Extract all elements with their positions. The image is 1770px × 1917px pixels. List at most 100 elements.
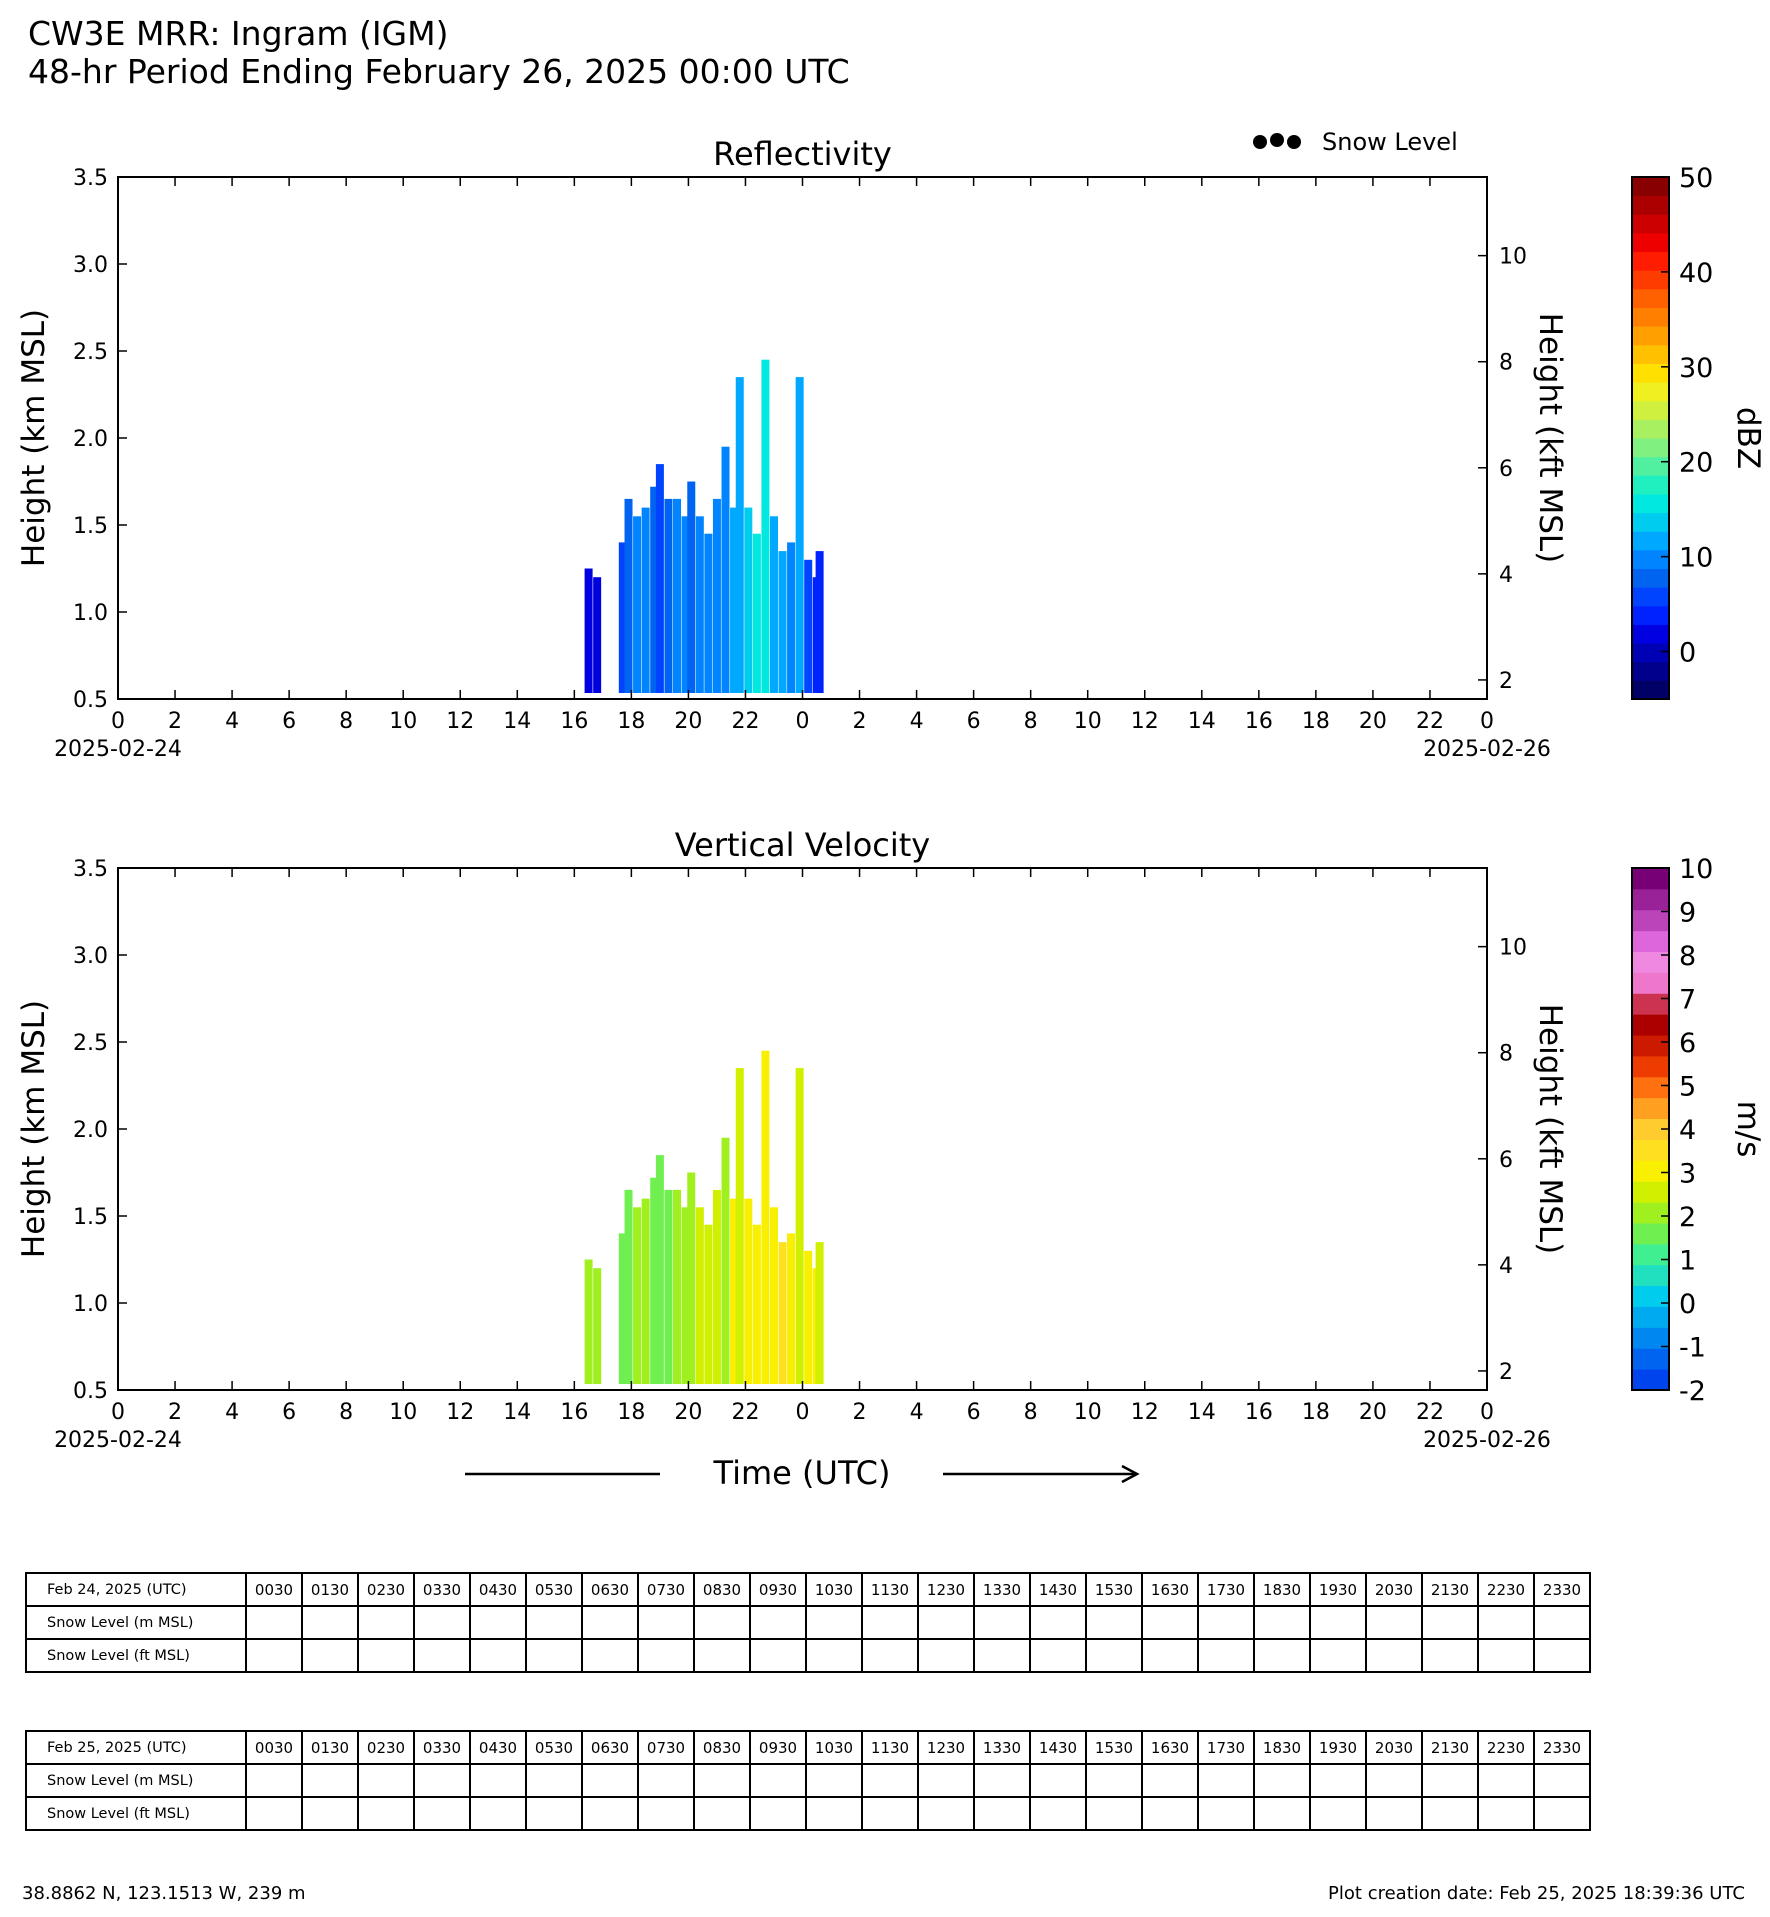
table-value-cell [581, 1638, 639, 1673]
echo-column [730, 1198, 739, 1384]
table-value-cell [917, 1796, 975, 1831]
table-time-cell: 2230 [1477, 1730, 1535, 1765]
table-value-cell [693, 1605, 751, 1640]
echo-column [704, 533, 713, 693]
table-time-cell: 1830 [1253, 1572, 1311, 1607]
table-value-cell [637, 1763, 695, 1798]
colorbar-segment [1632, 930, 1669, 953]
table-time-cell: 2130 [1421, 1730, 1479, 1765]
table-time-cell: 1030 [805, 1730, 863, 1765]
table-value-cell [1141, 1605, 1199, 1640]
echo-column [721, 446, 730, 693]
table-value-cell [357, 1796, 415, 1831]
table-value-cell [1309, 1763, 1367, 1798]
x-tick-label: 18 [617, 1400, 645, 1425]
x-tick-label: 2 [168, 709, 182, 734]
colorbar-segment [1632, 1160, 1669, 1182]
table-time-cell: 1630 [1141, 1572, 1199, 1607]
table-time-cell: 0730 [637, 1730, 695, 1765]
colorbar-segment [1632, 400, 1669, 420]
snow-level-table-feb-24: Feb 24, 2025 (UTC) 0030 0130 0230 0330 0430 05… [25, 1572, 1591, 1673]
x-axis-label: Time (UTC) [713, 1454, 891, 1492]
table-value-cell [749, 1638, 807, 1673]
table-value-cell [693, 1763, 751, 1798]
table-time-cell: 0130 [301, 1572, 359, 1607]
title-line-2: 48-hr Period Ending February 26, 2025 00… [28, 52, 850, 91]
table-value-cell [357, 1638, 415, 1673]
table-value-cell [1533, 1605, 1591, 1640]
echo-column [815, 551, 824, 693]
table-time-cell: 1130 [861, 1572, 919, 1607]
table-time-cell: 0930 [749, 1730, 807, 1765]
table-value-cell [1421, 1605, 1479, 1640]
y2-tick-label: 4 [1499, 563, 1513, 588]
table-value-cell [1421, 1763, 1479, 1798]
x-tick-label: 10 [1074, 1400, 1102, 1425]
x-tick-label: 0 [796, 709, 810, 734]
colorbar-tick-label: -2 [1679, 1376, 1706, 1407]
table-value-cell [1365, 1638, 1423, 1673]
y-tick-label: 3.0 [73, 253, 108, 278]
colorbar-tick-label: 2 [1679, 1202, 1696, 1233]
table-value-cell [469, 1638, 527, 1673]
colorbar-segment [1632, 1222, 1669, 1245]
y2-tick-label: 8 [1499, 1042, 1513, 1067]
x-tick-label: 0 [1480, 1400, 1494, 1425]
table-time-cell: 2130 [1421, 1572, 1479, 1607]
colorbar-label: m/s [1730, 1101, 1766, 1158]
table-value-cell [469, 1763, 527, 1798]
colorbar-tick-label: 5 [1679, 1072, 1696, 1103]
echo-column [712, 498, 721, 693]
table-value-cell [1141, 1763, 1199, 1798]
echo-column [687, 481, 696, 693]
echo-column [593, 577, 602, 693]
table-value-cell [1533, 1796, 1591, 1831]
colorbar-segment [1632, 177, 1669, 197]
x-tick-label: 10 [1074, 709, 1102, 734]
table-time-cell: 0330 [413, 1730, 471, 1765]
table-time-cell: 0830 [693, 1730, 751, 1765]
x-tick-label: 14 [1188, 1400, 1216, 1425]
table-value-cell [1253, 1796, 1311, 1831]
colorbar-tick-label: 7 [1679, 985, 1696, 1016]
x-tick-label: 8 [339, 709, 353, 734]
table-value-cell [301, 1763, 359, 1798]
table-value-cell [1141, 1638, 1199, 1673]
table-value-cell [413, 1605, 471, 1640]
table-value-cell [861, 1763, 919, 1798]
table-time-cell: 1930 [1309, 1572, 1367, 1607]
colorbar-segment [1632, 951, 1669, 973]
y-tick-label: 2.5 [73, 340, 108, 365]
colorbar-segment [1632, 512, 1669, 532]
echo-column [695, 516, 704, 693]
x-tick-label: 14 [1188, 709, 1216, 734]
table-row: Snow Level (m MSL) [25, 1605, 1591, 1640]
table-time-cell: 1730 [1197, 1572, 1255, 1607]
table-time-cell: 0530 [525, 1572, 583, 1607]
table-value-cell [1309, 1605, 1367, 1640]
y2-tick-label: 6 [1499, 1148, 1513, 1173]
table-value-cell [1309, 1638, 1367, 1673]
table-row: Snow Level (ft MSL) [25, 1796, 1591, 1831]
table-value-cell [917, 1638, 975, 1673]
colorbar-tick-label: 3 [1679, 1159, 1696, 1190]
table-value-cell [1029, 1763, 1087, 1798]
chart-title: Reflectivity [713, 135, 892, 173]
colorbar-segment [1632, 475, 1669, 495]
title-line-1: CW3E MRR: Ingram (IGM) [28, 14, 449, 53]
echo-column [761, 359, 770, 693]
colorbar-segment [1632, 1181, 1669, 1203]
table-value-cell [469, 1796, 527, 1831]
x-tick-label: 2 [853, 709, 867, 734]
echo-column [721, 1137, 730, 1384]
table-time-cell: 2030 [1365, 1572, 1423, 1607]
colorbar-segment [1632, 643, 1669, 663]
table-value-cell [469, 1605, 527, 1640]
x-tick-label: 18 [617, 709, 645, 734]
colorbar-tick-label: 0 [1679, 638, 1696, 669]
colorbar-segment [1632, 680, 1669, 700]
x-tick-label: 4 [225, 1400, 239, 1425]
table-time-cell: 2230 [1477, 1572, 1535, 1607]
